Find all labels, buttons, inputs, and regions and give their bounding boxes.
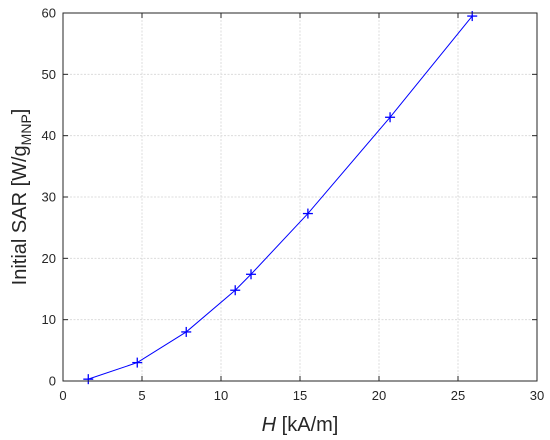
y-axis-label: Initial SAR [W/gMNP] — [9, 109, 34, 286]
x-tick-label: 15 — [293, 388, 307, 403]
y-tick-label: 20 — [42, 251, 56, 266]
data-point-marker — [230, 285, 241, 296]
data-point-marker — [181, 326, 192, 337]
x-axis-label: H [kA/m] — [262, 414, 339, 436]
data-point-marker — [132, 357, 143, 368]
y-tick-label: 40 — [42, 128, 56, 143]
x-tick-label: 30 — [530, 388, 544, 403]
x-tick-label: 10 — [214, 388, 228, 403]
data-point-marker — [385, 112, 396, 123]
data-point-marker — [302, 208, 313, 219]
y-axis-label-end: ] — [9, 109, 31, 115]
sar-series-line — [88, 15, 473, 380]
data-point-marker — [83, 374, 94, 385]
y-tick-label: 60 — [42, 6, 56, 21]
y-axis-label-main: Initial SAR [W/g — [9, 145, 31, 285]
sar-series-markers — [83, 11, 478, 385]
x-tick-label: 25 — [451, 388, 465, 403]
y-tick-label: 30 — [42, 190, 56, 205]
x-axis-label-unit: [kA/m] — [276, 414, 338, 436]
y-tick-label: 10 — [42, 312, 56, 327]
y-tick-labels: 0 10 20 30 40 50 60 — [42, 6, 56, 389]
y-tick-label: 0 — [49, 374, 56, 389]
data-point-marker — [246, 269, 257, 280]
y-tick-label: 50 — [42, 67, 56, 82]
axes — [62, 12, 538, 382]
y-axis-label-subscript: MNP — [18, 114, 34, 145]
x-axis-label-symbol: H — [262, 414, 277, 436]
grid — [63, 13, 537, 381]
x-tick-label: 5 — [138, 388, 145, 403]
x-tick-label: 20 — [372, 388, 386, 403]
x-tick-label: 0 — [59, 388, 66, 403]
x-tick-labels: 0 5 10 15 20 25 30 — [59, 388, 544, 403]
